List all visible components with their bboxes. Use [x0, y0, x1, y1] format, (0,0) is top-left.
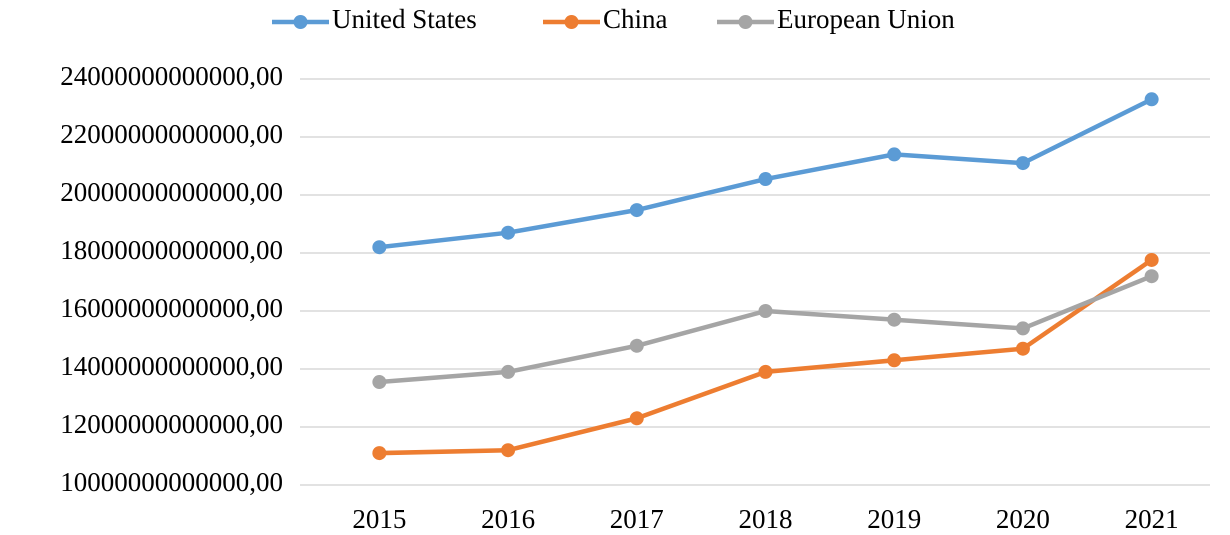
data-point: [1144, 252, 1159, 267]
y-tick-label: 22000000000000,00: [60, 119, 283, 149]
legend-marker: [564, 15, 579, 29]
legend-label: European Union: [777, 4, 955, 34]
x-tick-label: 2018: [739, 504, 793, 534]
data-point: [1015, 156, 1030, 171]
legend-label: United States: [332, 4, 477, 34]
data-point: [1015, 321, 1030, 336]
legend-label: China: [603, 4, 668, 34]
data-point: [1144, 92, 1159, 107]
data-point: [758, 364, 773, 379]
x-tick-label: 2017: [610, 504, 664, 534]
data-point: [758, 304, 773, 318]
y-tick-label: 20000000000000,00: [60, 177, 283, 207]
data-point: [629, 203, 644, 218]
y-tick-label: 14000000000000,00: [60, 351, 283, 381]
y-tick-label: 18000000000000,00: [60, 235, 283, 265]
data-point: [629, 411, 644, 426]
legend-marker: [738, 15, 753, 29]
data-point: [501, 225, 516, 240]
legend-marker: [293, 15, 308, 29]
x-tick-label: 2016: [481, 504, 535, 534]
data-point: [372, 240, 387, 255]
y-tick-label: 10000000000000,00: [60, 467, 283, 497]
data-point: [1144, 269, 1159, 284]
data-point: [758, 172, 773, 187]
y-tick-label: 16000000000000,00: [60, 293, 283, 323]
data-point: [372, 446, 387, 461]
data-point: [887, 353, 902, 368]
x-tick-label: 2019: [867, 504, 921, 534]
y-tick-label: 24000000000000,00: [60, 61, 283, 91]
data-point: [887, 312, 902, 327]
data-point: [372, 375, 387, 390]
series-line: [377, 257, 1154, 456]
y-tick-label: 12000000000000,00: [60, 409, 283, 439]
x-tick-label: 2020: [996, 504, 1050, 534]
data-point: [501, 364, 516, 379]
data-point: [501, 443, 516, 458]
data-point: [629, 338, 644, 353]
x-tick-label: 2015: [352, 504, 406, 534]
data-point: [1015, 341, 1030, 356]
data-point: [887, 147, 902, 162]
x-tick-label: 2021: [1125, 504, 1179, 534]
